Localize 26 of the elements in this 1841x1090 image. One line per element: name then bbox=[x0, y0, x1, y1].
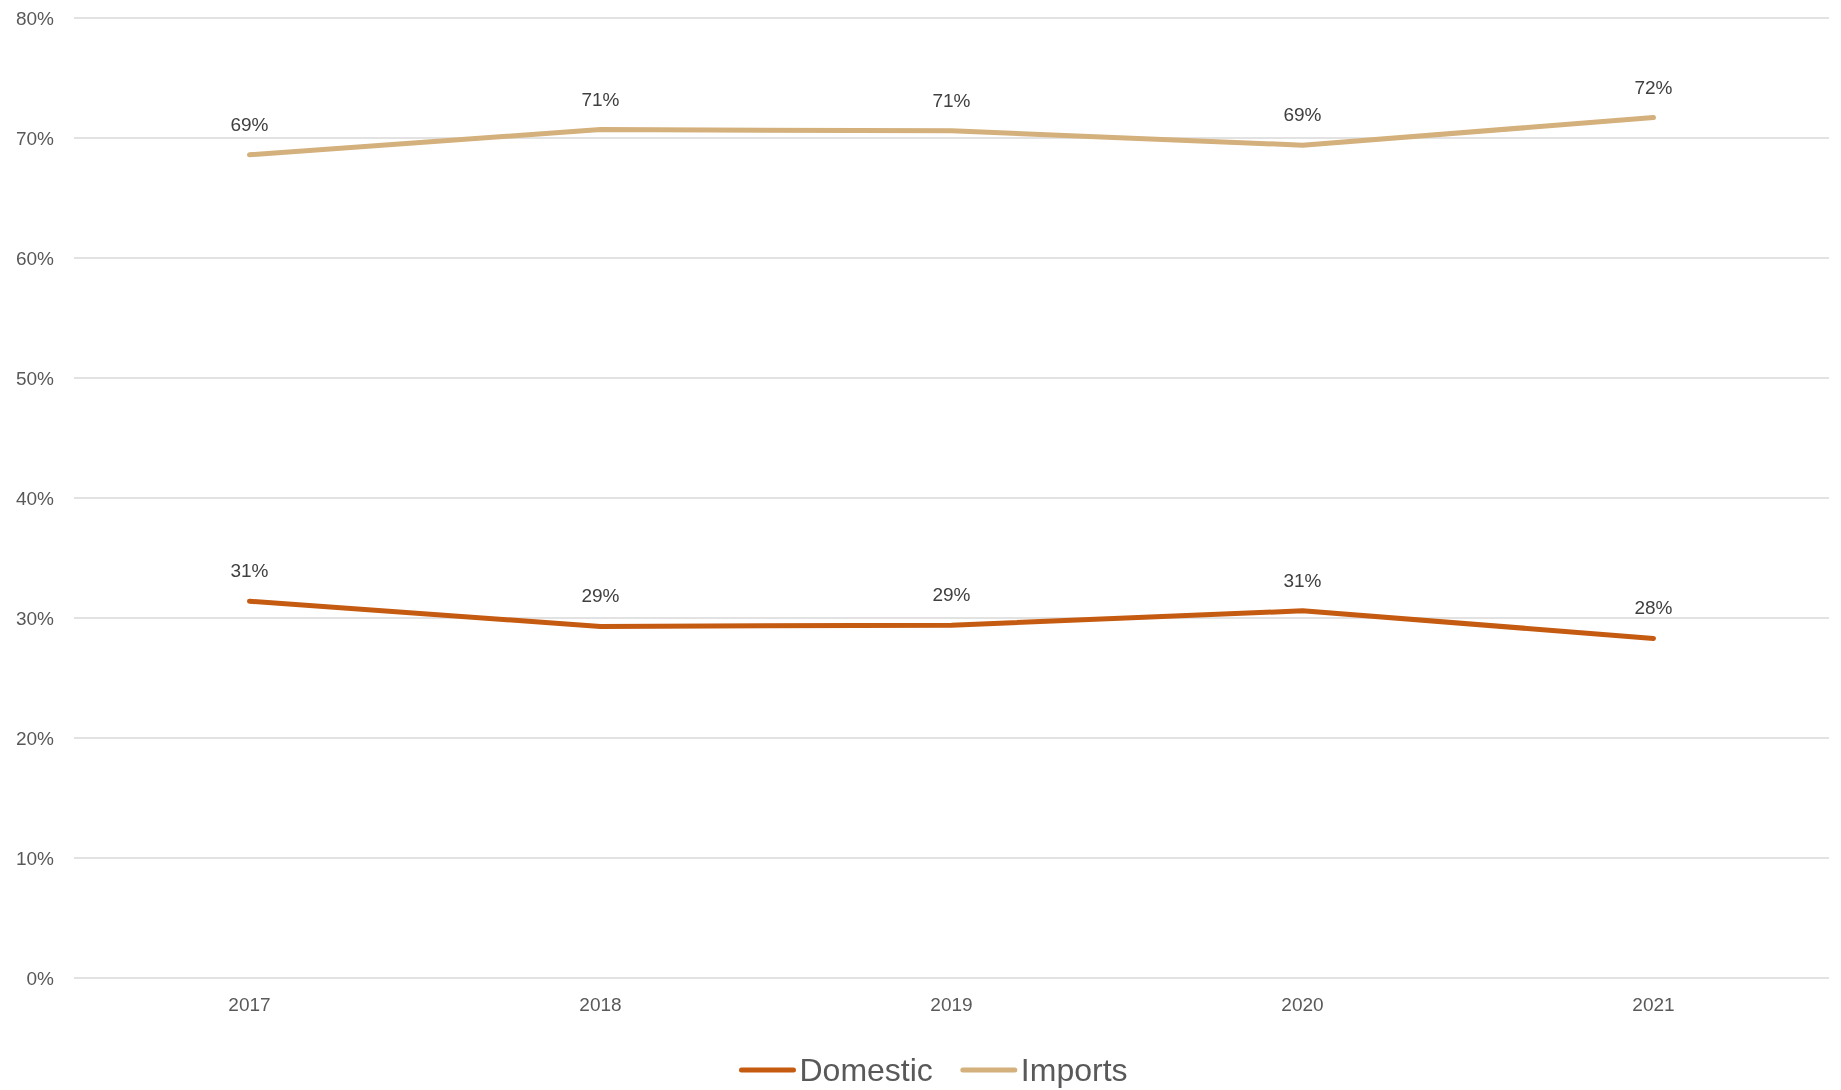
x-tick-label: 2017 bbox=[228, 994, 271, 1016]
y-tick-label: 80% bbox=[15, 7, 55, 29]
data-label: 29% bbox=[581, 585, 620, 607]
data-label: 31% bbox=[230, 560, 269, 582]
x-tick-label: 2018 bbox=[579, 994, 622, 1016]
data-label: 28% bbox=[1634, 597, 1673, 619]
y-tick-label: 60% bbox=[15, 247, 55, 269]
data-label: 71% bbox=[932, 89, 971, 111]
x-tick-label: 2019 bbox=[930, 994, 973, 1016]
data-label: 69% bbox=[1283, 104, 1322, 126]
y-tick-label: 40% bbox=[15, 487, 55, 509]
data-label: 69% bbox=[230, 113, 269, 135]
legend-label: Domestic bbox=[799, 1052, 933, 1088]
data-label: 29% bbox=[932, 584, 971, 606]
y-tick-label: 30% bbox=[15, 607, 55, 629]
y-tick-label: 20% bbox=[15, 727, 55, 749]
legend-label: Imports bbox=[1020, 1052, 1128, 1088]
y-tick-label: 50% bbox=[15, 367, 55, 389]
data-label: 71% bbox=[581, 88, 620, 110]
data-label: 72% bbox=[1634, 76, 1673, 98]
x-tick-label: 2021 bbox=[1632, 994, 1675, 1016]
y-tick-label: 10% bbox=[15, 847, 55, 869]
data-label: 31% bbox=[1283, 569, 1322, 591]
y-tick-label: 0% bbox=[26, 967, 55, 989]
x-tick-label: 2020 bbox=[1281, 994, 1324, 1016]
y-tick-label: 70% bbox=[15, 127, 55, 149]
